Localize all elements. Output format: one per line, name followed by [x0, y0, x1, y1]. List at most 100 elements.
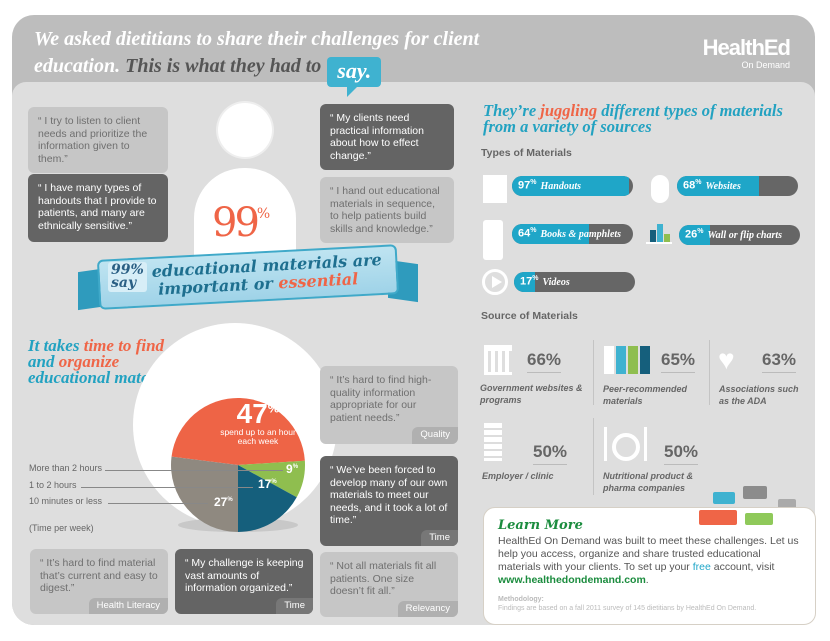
bar-label: 97% Handouts	[518, 179, 582, 192]
h-b: juggling	[540, 101, 598, 120]
bar-chart-icon	[646, 220, 672, 244]
source-label: Peer-recommended materials	[603, 384, 688, 406]
speech-bubble-icon	[713, 492, 735, 504]
quote-bubble: “ We’ve been forced to develop many of o…	[320, 456, 458, 546]
legend-note: (Time per week)	[29, 523, 94, 533]
bar-label: 64% Books & pamphlets	[518, 227, 622, 240]
source-label: Government websites & programs	[480, 383, 583, 405]
method-text: Findings are based on a fall 2011 survey…	[498, 605, 757, 612]
t-a: It takes	[28, 336, 80, 355]
t-f: educational materials	[28, 368, 180, 387]
pie-slice-more-than-2-hours	[238, 460, 305, 498]
bar-text: Wall or flip charts	[707, 229, 783, 241]
pie-label-9: 9%	[286, 462, 299, 476]
legend-line	[81, 487, 253, 488]
quote-tag: Health Literacy	[88, 597, 168, 614]
speech-bubble-icon	[699, 510, 737, 525]
bar-pct: 97	[518, 179, 531, 192]
source-pct: 50%	[664, 442, 699, 465]
source-label: Employer / clinic	[482, 471, 554, 481]
material-bar-handouts: 97% Handouts	[512, 176, 633, 196]
bar-label: 68% Websites	[683, 179, 741, 192]
quote-tag: Time	[276, 597, 313, 614]
hero-percentage: 99%	[212, 200, 270, 246]
pie-slice-up-to-an-hour	[171, 398, 305, 465]
website-link[interactable]: www.healthedondemand.com	[498, 574, 646, 586]
ribbon-badge: 99% say	[108, 262, 147, 292]
speech-bubble-icon	[743, 486, 767, 499]
quote-text: “ We’ve been forced to develop many of o…	[330, 464, 448, 526]
quote-bubble: “ Not all materials fit all patients. On…	[320, 552, 458, 617]
quote-text: “ It’s hard to find high-quality informa…	[330, 374, 432, 424]
learn-more-text: HealthEd On Demand was built to meet the…	[498, 535, 801, 587]
government-building-icon	[484, 345, 512, 375]
quote-text: “ I hand out educational materials in se…	[330, 185, 440, 235]
quote-text: “ My challenge is keeping vast amounts o…	[185, 557, 304, 594]
bar-fill	[677, 176, 760, 196]
source-pct: 50%	[533, 442, 568, 465]
material-bar-books-pamphlets: 64% Books & pamphlets	[512, 224, 633, 244]
time-section-title: It takes time to find and organize educa…	[28, 336, 188, 387]
pie-slice-1-to-2-hours	[238, 465, 297, 532]
learn-more-title: Learn More	[498, 518, 583, 533]
logo-line1: HealthEd	[702, 35, 791, 60]
t-e: organize	[58, 352, 120, 371]
bar-text: Books & pamphlets	[540, 228, 622, 240]
say-bubble: say.	[327, 57, 382, 97]
quote-tag: Relevancy	[397, 600, 458, 617]
mouse-icon	[651, 175, 669, 203]
bar-pct: 64	[518, 227, 531, 240]
bar-label: 26% Wall or flip charts	[685, 228, 783, 241]
learn-free: free	[692, 561, 711, 573]
buildings-icon	[484, 423, 502, 461]
heart-check-icon: ♥	[718, 344, 735, 375]
legend-line	[105, 470, 283, 471]
methodology: Methodology: Findings are based on a fall…	[498, 595, 801, 613]
source-pct: 63%	[762, 350, 797, 373]
types-title: Types of Materials	[481, 147, 572, 159]
bar-pct: 26	[685, 228, 698, 241]
pie-main-caption: spend up to an hour each week	[220, 427, 296, 446]
pie-label-27: 27%	[214, 495, 233, 509]
title-part2: This is what they had to	[125, 55, 322, 77]
person-head-icon	[218, 103, 272, 157]
bar-pct: 17	[520, 275, 533, 288]
speech-bubble-icon	[745, 513, 773, 525]
divider	[593, 340, 594, 405]
material-bar-videos: 17% Videos	[514, 272, 635, 292]
learn-body: HealthEd On Demand was built to meet the…	[498, 535, 799, 573]
pct-27: 27	[214, 495, 228, 509]
bar-fill	[679, 225, 711, 245]
source-pct: 65%	[661, 350, 696, 373]
learn-body2: account, visit	[713, 561, 775, 573]
ribbon-pct: 99%	[111, 262, 144, 278]
material-bar-websites: 68% Websites	[677, 176, 798, 196]
quote-bubble: “ It’s hard to find material that’s curr…	[30, 549, 168, 614]
healthed-logo: HealthEd On Demand	[690, 35, 791, 71]
logo-line2: On Demand	[741, 60, 790, 70]
pie-label-17: 17%	[258, 477, 277, 491]
source-pct: 66%	[527, 350, 562, 373]
title-part1: We asked dietitians to share their chall…	[34, 28, 480, 77]
legend-1-to-2-hours: 1 to 2 hours	[29, 480, 77, 490]
learn-more-box: Learn More HealthEd On Demand was built …	[483, 507, 816, 625]
material-bar-wall-or-flip-charts: 26% Wall or flip charts	[679, 225, 800, 245]
pct-17: 17	[258, 477, 272, 491]
divider	[593, 418, 594, 495]
quote-text: “ I try to listen to client needs and pr…	[38, 115, 148, 165]
t-c: find	[135, 336, 165, 355]
book-icon	[483, 220, 503, 260]
quote-text: “ It’s hard to find material that’s curr…	[40, 557, 158, 594]
bar-fill	[514, 272, 535, 292]
quote-bubble: “ My challenge is keeping vast amounts o…	[175, 549, 313, 614]
bar-text: Videos	[542, 276, 570, 288]
divider	[709, 340, 710, 405]
plate-cutlery-icon	[604, 425, 648, 463]
pie-main-label: 47% spend up to an hour each week	[218, 398, 298, 446]
page-title: We asked dietitians to share their chall…	[34, 27, 534, 97]
document-icon	[483, 175, 507, 203]
h-a: They’re	[483, 101, 537, 120]
quote-bubble: “ My clients need practical information …	[320, 104, 454, 170]
ribbon-say: say	[111, 275, 137, 291]
quote-text: “ My clients need practical information …	[330, 112, 424, 162]
